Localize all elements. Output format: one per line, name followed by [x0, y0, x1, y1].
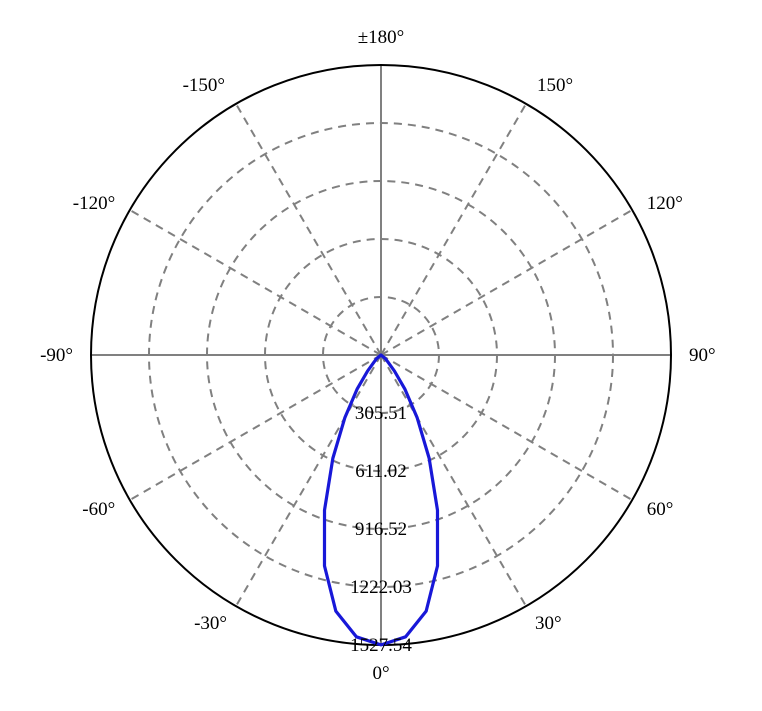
angle-label: -150° — [183, 75, 225, 96]
angle-label: -30° — [194, 613, 227, 634]
angle-label: 90° — [689, 345, 716, 366]
angle-label: -60° — [82, 499, 115, 520]
polar-chart: 305.51 611.02 916.52 1222.03 1527.54 ±180° 150… — [0, 0, 762, 711]
angle-label: -90° — [40, 345, 73, 366]
angle-label: 150° — [537, 75, 573, 96]
radial-tick-label: 611.02 — [355, 461, 407, 482]
radial-tick-label: 305.51 — [355, 403, 407, 424]
angle-label: ±180° — [358, 27, 405, 48]
radial-tick-label: 1527.54 — [350, 635, 412, 656]
radial-tick-label: 916.52 — [355, 519, 407, 540]
angle-label: 120° — [647, 193, 683, 214]
angle-label: 60° — [647, 499, 674, 520]
angle-label: 0° — [372, 663, 389, 684]
angle-label: 30° — [535, 613, 562, 634]
radial-tick-label: 1222.03 — [350, 577, 412, 598]
angle-label: -120° — [73, 193, 115, 214]
